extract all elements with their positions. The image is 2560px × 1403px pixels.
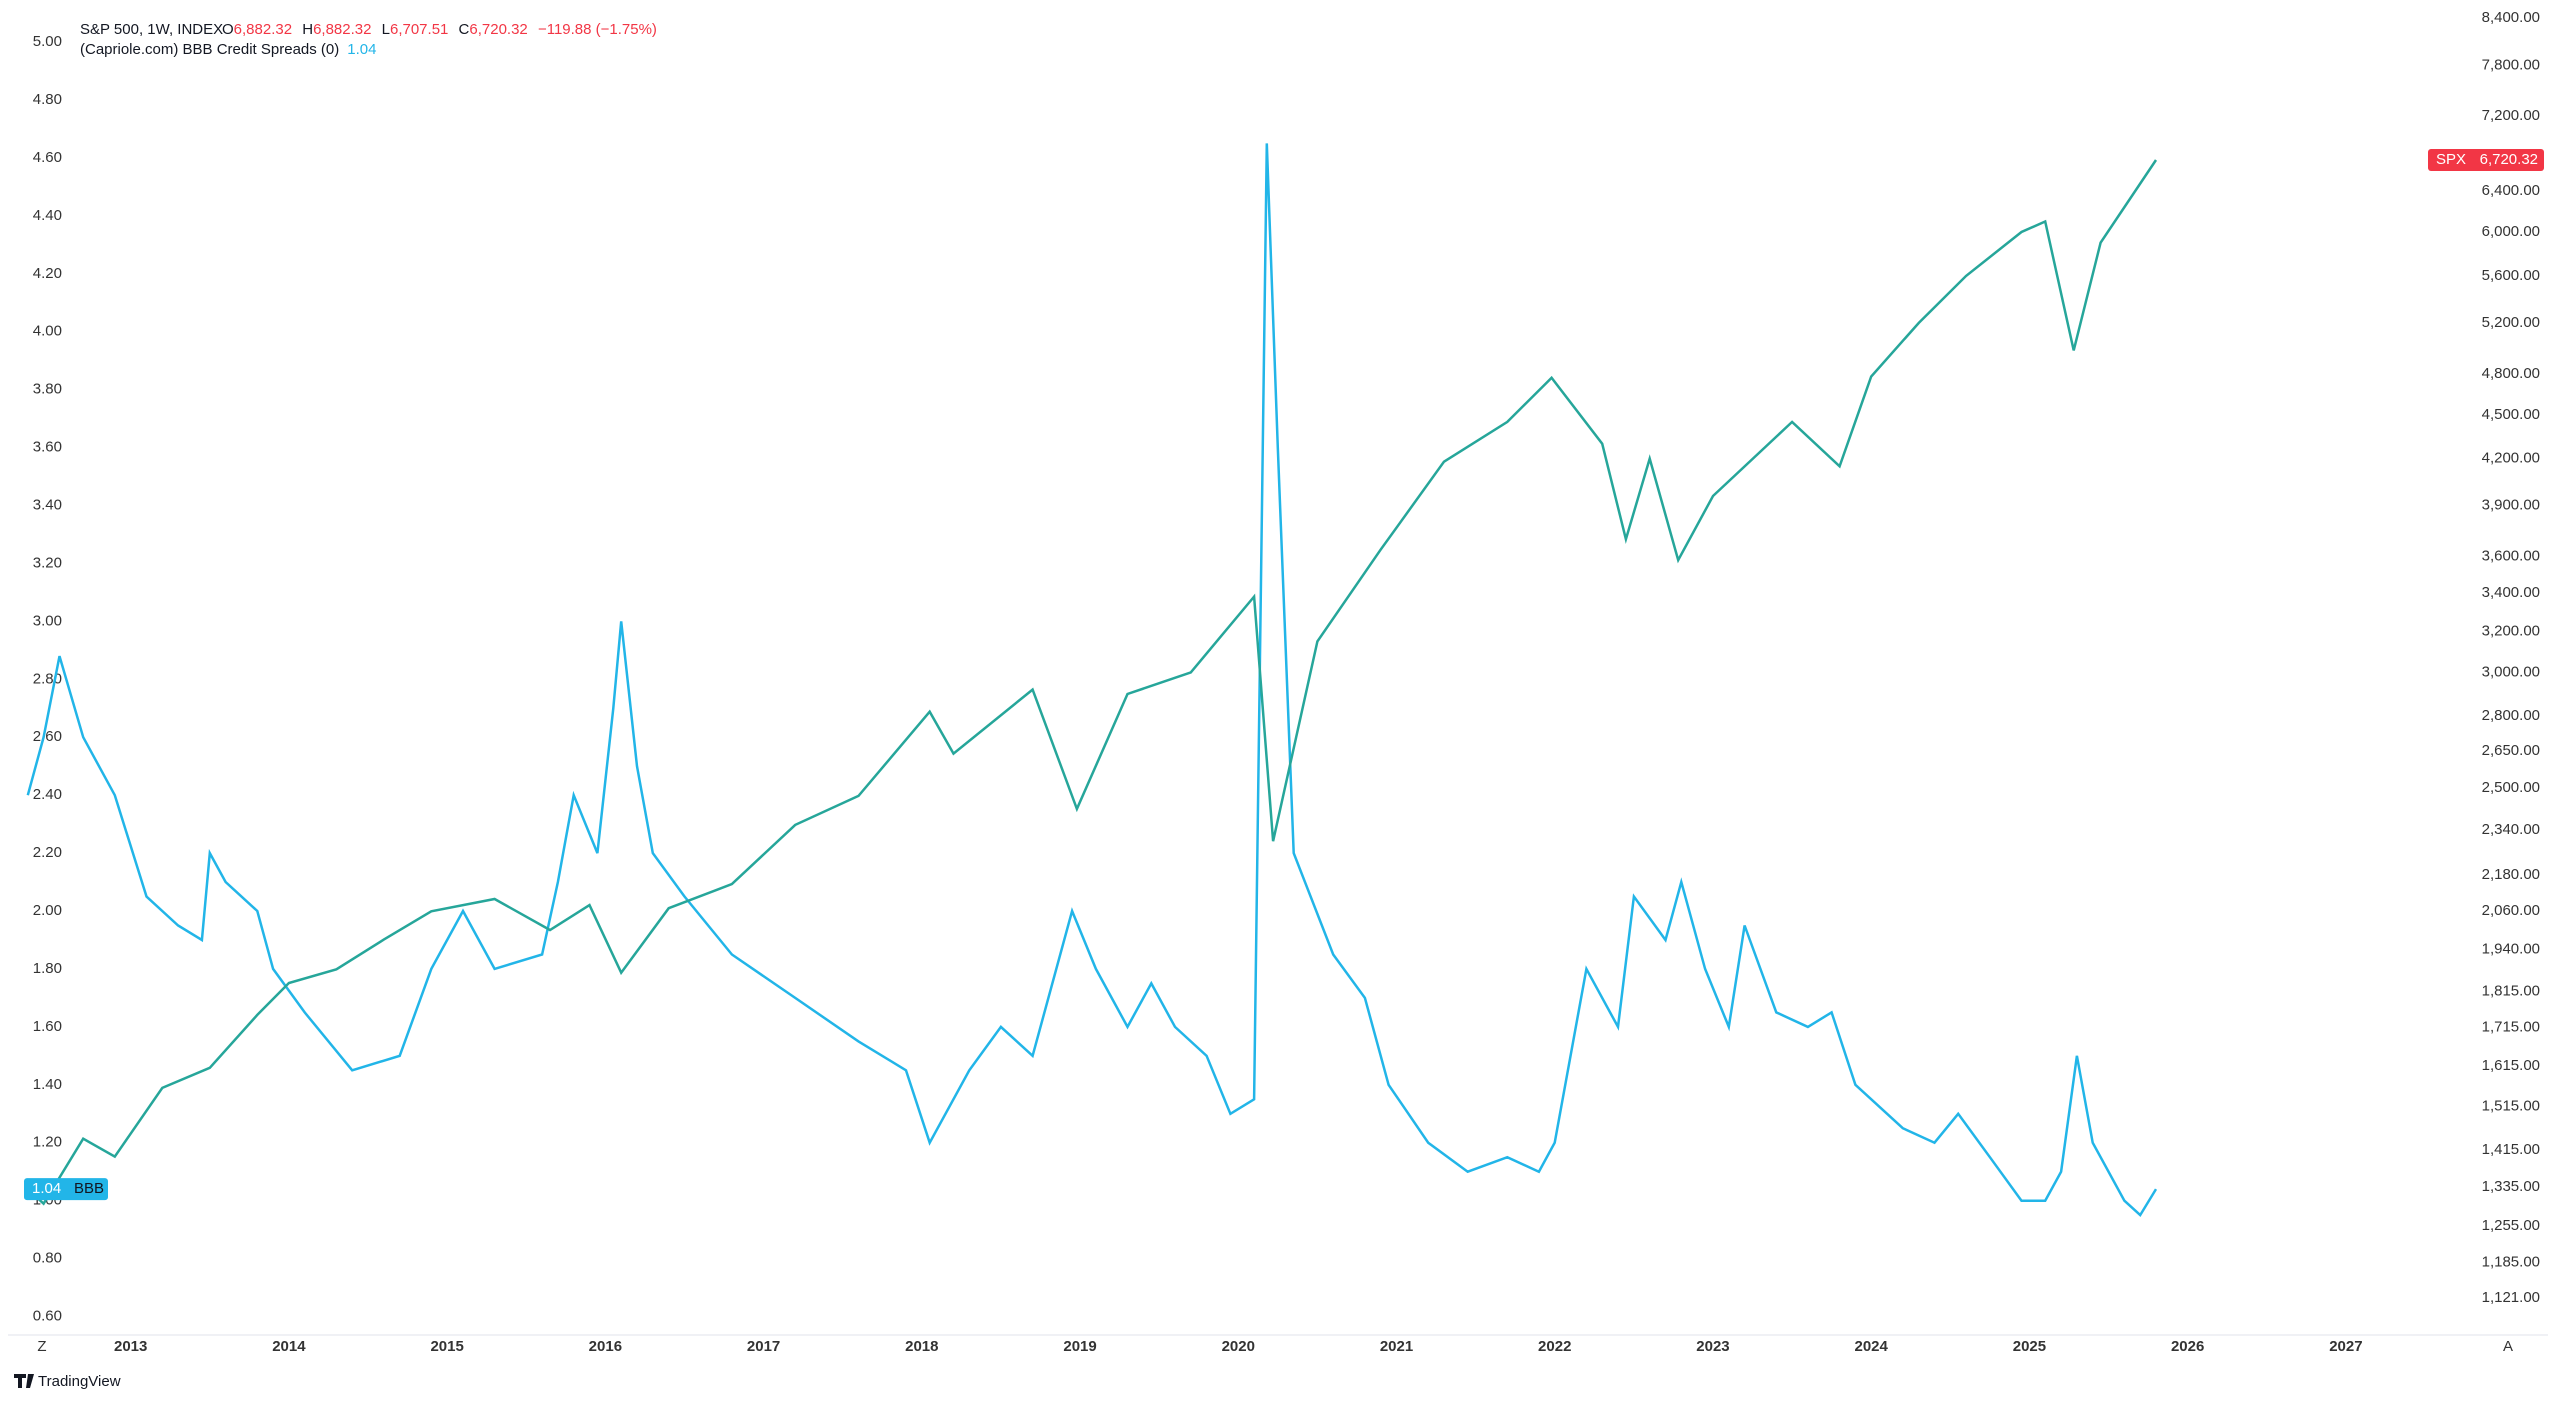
- open: 6,882.32: [234, 21, 292, 38]
- y-tick-label: 1.60: [33, 1018, 62, 1035]
- y-tick-label: 1.20: [33, 1134, 62, 1151]
- y2-tick-label: 1,185.00: [2482, 1254, 2540, 1271]
- y2-tick-label: 6,000.00: [2482, 223, 2540, 240]
- footer: TradingView: [38, 1373, 121, 1390]
- y2-tick-label: 1,940.00: [2482, 940, 2540, 957]
- y2-tick-label: 6,400.00: [2482, 182, 2540, 199]
- y-tick-label: 1.40: [33, 1076, 62, 1093]
- bbb-legend-title: (Capriole.com) BBB Credit Spreads (0): [80, 41, 339, 58]
- y2-tick-label: 1,121.00: [2482, 1289, 2540, 1306]
- y-tick-label: 2.00: [33, 902, 62, 919]
- change: −119.88 (−1.75%): [538, 21, 657, 38]
- x-tick-label: 2023: [1696, 1338, 1729, 1355]
- y-tick-label: 3.20: [33, 554, 62, 571]
- high-label: H: [302, 21, 313, 38]
- y2-tick-label: 4,200.00: [2482, 450, 2540, 467]
- y-tick-label: 5.00: [33, 33, 62, 50]
- x-tick-label: 2014: [272, 1338, 306, 1355]
- x-tick-label: 2018: [905, 1338, 938, 1355]
- y2-tick-label: 1,615.00: [2482, 1057, 2540, 1074]
- y-tick-label: 0.60: [33, 1307, 62, 1324]
- bbb-legend-value: 1.04: [347, 41, 376, 58]
- high: 6,882.32: [313, 21, 371, 38]
- y2-tick-label: 2,500.00: [2482, 779, 2540, 796]
- spx-tag-bg: [2428, 149, 2544, 172]
- y-tick-label: 4.00: [33, 323, 62, 340]
- y-tick-label: 3.40: [33, 496, 62, 513]
- bbb-tag-bg: [24, 1178, 108, 1201]
- spx-legend-name: S&P 500, 1W, INDEX: [80, 21, 223, 38]
- x-tick-label: 2027: [2329, 1338, 2362, 1355]
- y2-tick-label: 1,335.00: [2482, 1178, 2540, 1195]
- y2-tick-label: 2,060.00: [2482, 902, 2540, 919]
- tv-logo: [14, 1374, 34, 1388]
- y2-tick-label: 7,800.00: [2482, 56, 2540, 73]
- x-tick-label: 2016: [589, 1338, 622, 1355]
- y-tick-label: 2.60: [33, 728, 62, 745]
- y2-tick-label: 1,415.00: [2482, 1141, 2540, 1158]
- x-tick-label: 2013: [114, 1338, 147, 1355]
- y2-tick-label: 2,340.00: [2482, 821, 2540, 838]
- series-line: [26, 159, 2158, 1206]
- y2-tick-label: 3,000.00: [2482, 663, 2540, 680]
- x-tick-label: 2021: [1380, 1338, 1413, 1355]
- y2-tick-label: 8,400.00: [2482, 9, 2540, 26]
- x-tick-label: 2020: [1222, 1338, 1255, 1355]
- y-tick-label: 3.00: [33, 612, 62, 629]
- y2-tick-label: 5,200.00: [2482, 314, 2540, 331]
- y-tick-label: 4.60: [33, 149, 62, 166]
- y-tick-label: 3.80: [33, 381, 62, 398]
- y2-tick-label: 3,200.00: [2482, 622, 2540, 639]
- x-tick-label: 2025: [2013, 1338, 2046, 1355]
- x-tick-label: 2026: [2171, 1338, 2204, 1355]
- low: 6,707.51: [390, 21, 448, 38]
- close-label: C: [459, 21, 470, 38]
- ohlc-legend: O6,882.32 H6,882.32 L6,707.51 C6,720.32 …: [222, 21, 657, 38]
- y-tick-label: 0.80: [33, 1250, 62, 1267]
- y2-tick-label: 3,900.00: [2482, 497, 2540, 514]
- y2-tick-label: 1,815.00: [2482, 983, 2540, 1000]
- y2-tick-label: 3,600.00: [2482, 548, 2540, 565]
- spx-tag: SPX: [2436, 151, 2466, 168]
- y2-tick-label: 3,400.00: [2482, 584, 2540, 601]
- y2-tick-label: 1,715.00: [2482, 1019, 2540, 1036]
- x-tick-label: 2019: [1063, 1338, 1096, 1355]
- y-tick-label: 2.80: [33, 670, 62, 687]
- y-tick-label: 2.40: [33, 786, 62, 803]
- y2-tick-label: 2,650.00: [2482, 742, 2540, 759]
- open-label: O: [222, 21, 234, 38]
- x-tick-label: 2022: [1538, 1338, 1571, 1355]
- auto-button[interactable]: A: [2503, 1338, 2513, 1355]
- y2-tick-label: 2,180.00: [2482, 866, 2540, 883]
- y-tick-label: 2.20: [33, 844, 62, 861]
- y-tick-label: 4.20: [33, 265, 62, 282]
- low-label: L: [382, 21, 390, 38]
- x-tick-label: 2017: [747, 1338, 780, 1355]
- spx-tag-value: 6,720.32: [2480, 151, 2538, 168]
- y2-tick-label: 4,800.00: [2482, 365, 2540, 382]
- y2-tick-label: 1,255.00: [2482, 1217, 2540, 1234]
- y-tick-label: 4.80: [33, 91, 62, 108]
- close: 6,720.32: [469, 21, 527, 38]
- y2-tick-label: 7,200.00: [2482, 107, 2540, 124]
- bbb-tag-value: 1.04: [32, 1180, 61, 1197]
- bbb-legend-name: (Capriole.com) BBB Credit Spreads (0) 1.0…: [80, 41, 376, 58]
- y2-tick-label: 5,600.00: [2482, 267, 2540, 284]
- x-tick-label: 2024: [1855, 1338, 1889, 1355]
- y2-tick-label: 1,515.00: [2482, 1097, 2540, 1114]
- y-tick-label: 3.60: [33, 439, 62, 456]
- series-line: [26, 143, 2158, 1218]
- y-tick-label: 1.80: [33, 960, 62, 977]
- y2-tick-label: 2,800.00: [2482, 707, 2540, 724]
- bbb-tag: BBB: [74, 1180, 104, 1197]
- y2-tick-label: 4,500.00: [2482, 406, 2540, 423]
- y-tick-label: 4.40: [33, 207, 62, 224]
- scale-button[interactable]: Z: [37, 1338, 46, 1355]
- x-tick-label: 2015: [430, 1338, 463, 1355]
